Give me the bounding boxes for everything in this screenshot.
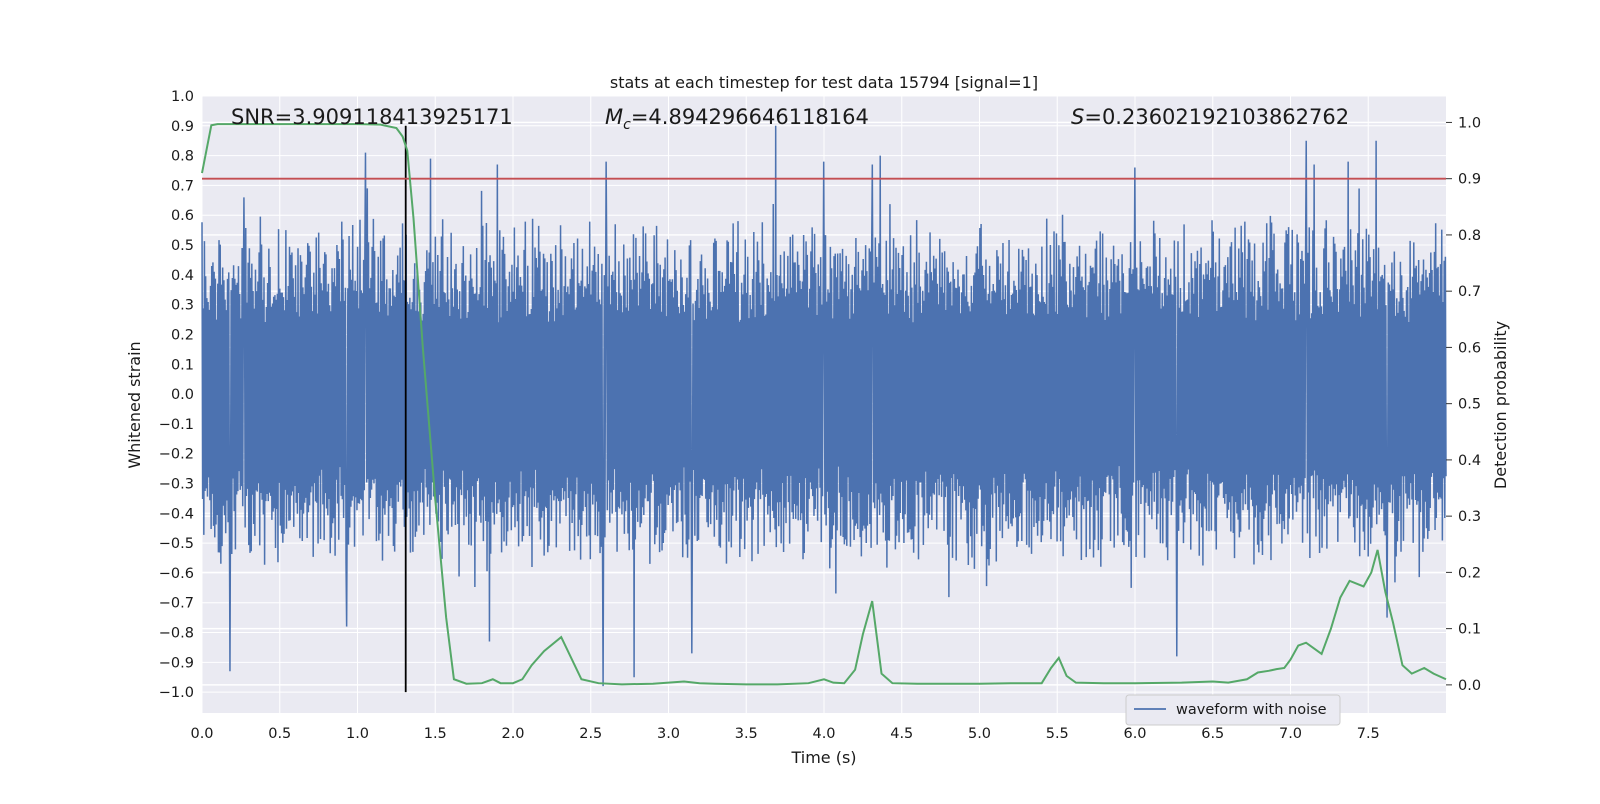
y-tick-label: −0.2 [159, 447, 194, 463]
y2-tick-label: 0.2 [1458, 565, 1481, 581]
y-tick-label: −0.6 [159, 566, 194, 582]
y2-tick-label: 0.8 [1458, 228, 1481, 244]
detection-probability-line [201, 123, 1447, 686]
y2-tick-label: 0.3 [1458, 509, 1481, 525]
y-tick-label: 0.2 [171, 327, 194, 343]
chart-title: stats at each timestep for test data 157… [610, 73, 1038, 92]
x-tick-label: 2.5 [579, 726, 602, 742]
x-tick-labels: 0.0 0.5 1.0 1.5 2.0 2.5 3.0 3.5 4.0 4.5 5.0 5.5 6.0 6… [190, 726, 1379, 742]
x-tick-label: 3.5 [735, 726, 758, 742]
y-tick-label: −0.3 [159, 476, 194, 492]
x-tick-label: 4.0 [812, 726, 835, 742]
x-tick-label: 1.5 [424, 726, 447, 742]
legend: waveform with noise [1125, 694, 1341, 726]
y2-tick-label: 0.0 [1458, 678, 1481, 694]
s-value: =0.23602192103862762 [1084, 105, 1349, 129]
y-tick-label: 0.8 [171, 149, 194, 165]
y2-tick-label: 0.9 [1458, 172, 1481, 188]
y-tick-label: −1.0 [159, 685, 194, 701]
waveform-series-line [201, 125, 1447, 687]
x-tick-label: 0.0 [190, 726, 213, 742]
x-tick-label: 3.0 [657, 726, 680, 742]
x-tick-label: 4.5 [890, 726, 913, 742]
y-tick-label: −0.9 [159, 655, 194, 671]
s-symbol: S [1071, 105, 1084, 129]
x-tick-label: 5.0 [968, 726, 991, 742]
y2-tick-label: 0.7 [1458, 284, 1481, 300]
y-tick-label: 0.0 [171, 387, 194, 403]
y-tick-label: 0.4 [171, 268, 194, 284]
x-tick-label: 2.0 [501, 726, 524, 742]
y2-tick-labels: 1.0 0.9 0.8 0.7 0.6 0.5 0.4 0.3 0.2 0.1 0.0 [1446, 115, 1481, 694]
y2-tick-label: 1.0 [1458, 115, 1481, 131]
s-annotation: S=0.23602192103862762 [1071, 105, 1349, 129]
chirp-mass-subscript: c [623, 117, 631, 133]
chirp-mass-annotation: Mc=4.894296646118164 [605, 105, 869, 133]
legend-box [1125, 694, 1341, 726]
y-tick-label: 0.7 [171, 178, 194, 194]
y2-tick-label: 0.6 [1458, 340, 1481, 356]
chirp-mass-value: =4.894296646118164 [631, 105, 869, 129]
x-tick-label: 6.0 [1123, 726, 1146, 742]
y-tick-label: 0.5 [171, 238, 194, 254]
y-tick-label: −0.8 [159, 626, 194, 642]
y-tick-label: −0.5 [159, 536, 194, 552]
legend-entry-waveform: waveform with noise [1176, 702, 1327, 718]
x-tick-label: 5.5 [1046, 726, 1069, 742]
x-tick-label: 0.5 [268, 726, 291, 742]
y-tick-label: 0.3 [171, 298, 194, 314]
y-tick-label: −0.4 [159, 506, 194, 522]
y-tick-label: −0.7 [159, 596, 194, 612]
x-axis-label: Time (s) [790, 748, 856, 767]
y2-axis-label: Detection probability [1491, 321, 1510, 489]
x-tick-label: 7.5 [1357, 726, 1380, 742]
y-tick-label: 0.1 [171, 357, 194, 373]
y2-tick-label: 0.5 [1458, 397, 1481, 413]
y-tick-label: 0.6 [171, 208, 194, 224]
y-tick-labels: 1.0 0.9 0.8 0.7 0.6 0.5 0.4 0.3 0.2 0.1 0.0 −0.1 −0.… [159, 89, 194, 701]
x-tick-label: 6.5 [1201, 726, 1224, 742]
y-tick-label: 0.9 [171, 119, 194, 135]
y-axis-label: Whitened strain [125, 341, 144, 468]
y2-tick-label: 0.1 [1458, 622, 1481, 638]
y-tick-label: −0.1 [159, 417, 194, 433]
y-tick-label: 1.0 [171, 89, 194, 105]
x-tick-label: 7.0 [1279, 726, 1302, 742]
y2-tick-label: 0.4 [1458, 453, 1481, 469]
x-tick-label: 1.0 [346, 726, 369, 742]
snr-annotation: SNR=3.909118413925171 [231, 105, 513, 129]
chirp-mass-symbol: M [605, 105, 623, 129]
